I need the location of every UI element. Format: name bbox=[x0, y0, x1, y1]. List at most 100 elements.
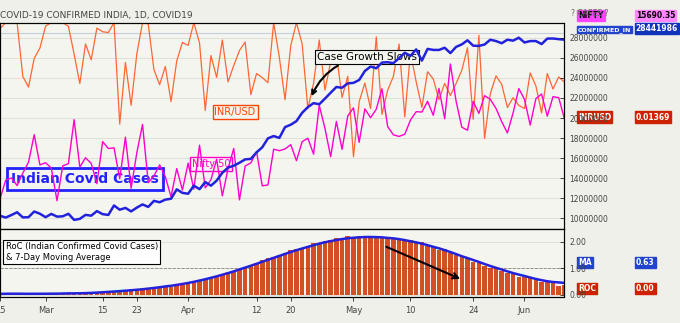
Bar bbox=[220, 274, 224, 295]
Bar bbox=[488, 268, 492, 295]
Bar bbox=[266, 258, 270, 295]
Text: Indian Covid Cases: Indian Covid Cases bbox=[12, 172, 159, 186]
Text: ROC: ROC bbox=[578, 284, 596, 293]
Bar bbox=[243, 267, 248, 295]
Bar bbox=[551, 283, 556, 295]
Bar bbox=[3, 294, 8, 295]
Bar bbox=[72, 294, 76, 295]
Bar bbox=[300, 248, 305, 295]
Bar bbox=[522, 277, 527, 295]
Bar bbox=[129, 288, 133, 295]
Bar bbox=[214, 276, 219, 295]
Bar bbox=[249, 265, 253, 295]
Bar bbox=[448, 253, 453, 295]
Bar bbox=[135, 289, 139, 295]
Bar bbox=[254, 264, 259, 295]
Bar bbox=[369, 236, 373, 295]
Bar bbox=[528, 278, 532, 295]
Bar bbox=[66, 293, 71, 295]
Bar bbox=[465, 257, 470, 295]
Bar bbox=[140, 289, 145, 295]
Text: CONFIRMED_IN: CONFIRMED_IN bbox=[578, 27, 631, 33]
Text: 28441986: 28441986 bbox=[636, 24, 678, 33]
Text: Nifty 50: Nifty 50 bbox=[192, 159, 231, 169]
Bar bbox=[386, 238, 390, 295]
Bar bbox=[362, 235, 367, 295]
Bar bbox=[157, 287, 162, 295]
Text: 15690.35: 15690.35 bbox=[636, 11, 675, 20]
Bar bbox=[152, 288, 156, 295]
Bar bbox=[545, 282, 549, 295]
Bar bbox=[443, 249, 447, 295]
Text: RoC (Indian Confirmed Covid Cases)
& 7-Day Moving Average: RoC (Indian Confirmed Covid Cases) & 7-D… bbox=[5, 242, 158, 262]
Bar bbox=[209, 278, 214, 295]
Bar bbox=[539, 282, 544, 295]
Bar bbox=[44, 294, 48, 295]
Bar bbox=[454, 255, 458, 295]
Bar bbox=[61, 293, 65, 295]
Bar bbox=[197, 281, 202, 295]
Bar bbox=[277, 255, 282, 295]
Bar bbox=[118, 291, 122, 295]
Bar bbox=[511, 274, 515, 295]
Text: INRUSD: INRUSD bbox=[578, 112, 611, 121]
Text: ? CASES ?: ? CASES ? bbox=[571, 9, 609, 18]
Bar bbox=[374, 236, 379, 295]
Bar bbox=[505, 273, 510, 295]
Bar bbox=[351, 237, 356, 295]
Bar bbox=[226, 272, 231, 295]
Bar bbox=[37, 294, 42, 295]
Bar bbox=[288, 250, 293, 295]
Bar bbox=[328, 240, 333, 295]
Bar bbox=[431, 247, 436, 295]
Bar bbox=[323, 241, 327, 295]
Bar bbox=[517, 276, 521, 295]
Text: COVID-19 CONFIRMED INDIA, 1D, COVID19: COVID-19 CONFIRMED INDIA, 1D, COVID19 bbox=[0, 11, 192, 20]
Bar bbox=[101, 293, 105, 295]
Bar bbox=[106, 293, 111, 295]
Text: INR/USD: INR/USD bbox=[214, 107, 256, 117]
Bar bbox=[340, 238, 344, 295]
Bar bbox=[477, 263, 481, 295]
Bar bbox=[556, 286, 561, 295]
Bar bbox=[437, 250, 441, 295]
Text: MA: MA bbox=[578, 258, 592, 267]
Bar bbox=[334, 238, 339, 295]
Bar bbox=[146, 288, 150, 295]
Bar bbox=[0, 293, 2, 295]
Bar bbox=[408, 240, 413, 295]
Bar bbox=[231, 271, 236, 295]
Bar bbox=[403, 240, 407, 295]
Bar bbox=[311, 243, 316, 295]
Bar bbox=[175, 285, 179, 295]
Bar bbox=[9, 294, 14, 295]
Bar bbox=[283, 253, 288, 295]
Bar bbox=[163, 287, 167, 295]
Bar bbox=[112, 292, 116, 295]
Bar bbox=[425, 245, 430, 295]
Bar bbox=[420, 242, 424, 295]
Bar bbox=[78, 293, 82, 295]
Bar bbox=[357, 236, 362, 295]
Bar bbox=[180, 285, 185, 295]
Bar bbox=[260, 260, 265, 295]
Text: 0.63: 0.63 bbox=[636, 258, 654, 267]
Bar bbox=[123, 291, 128, 295]
Bar bbox=[15, 294, 20, 295]
Bar bbox=[494, 268, 498, 295]
Text: Case Growth Slows: Case Growth Slows bbox=[312, 52, 417, 94]
Bar bbox=[499, 271, 504, 295]
Text: 0.00: 0.00 bbox=[636, 284, 654, 293]
Bar bbox=[305, 246, 310, 295]
Bar bbox=[345, 235, 350, 295]
Bar bbox=[471, 262, 475, 295]
Bar bbox=[89, 293, 93, 295]
Bar bbox=[482, 266, 487, 295]
Bar bbox=[203, 279, 207, 295]
Bar bbox=[562, 285, 566, 295]
Bar bbox=[294, 249, 299, 295]
Bar bbox=[397, 239, 401, 295]
Bar bbox=[379, 237, 384, 295]
Bar bbox=[186, 283, 190, 295]
Bar bbox=[460, 257, 464, 295]
